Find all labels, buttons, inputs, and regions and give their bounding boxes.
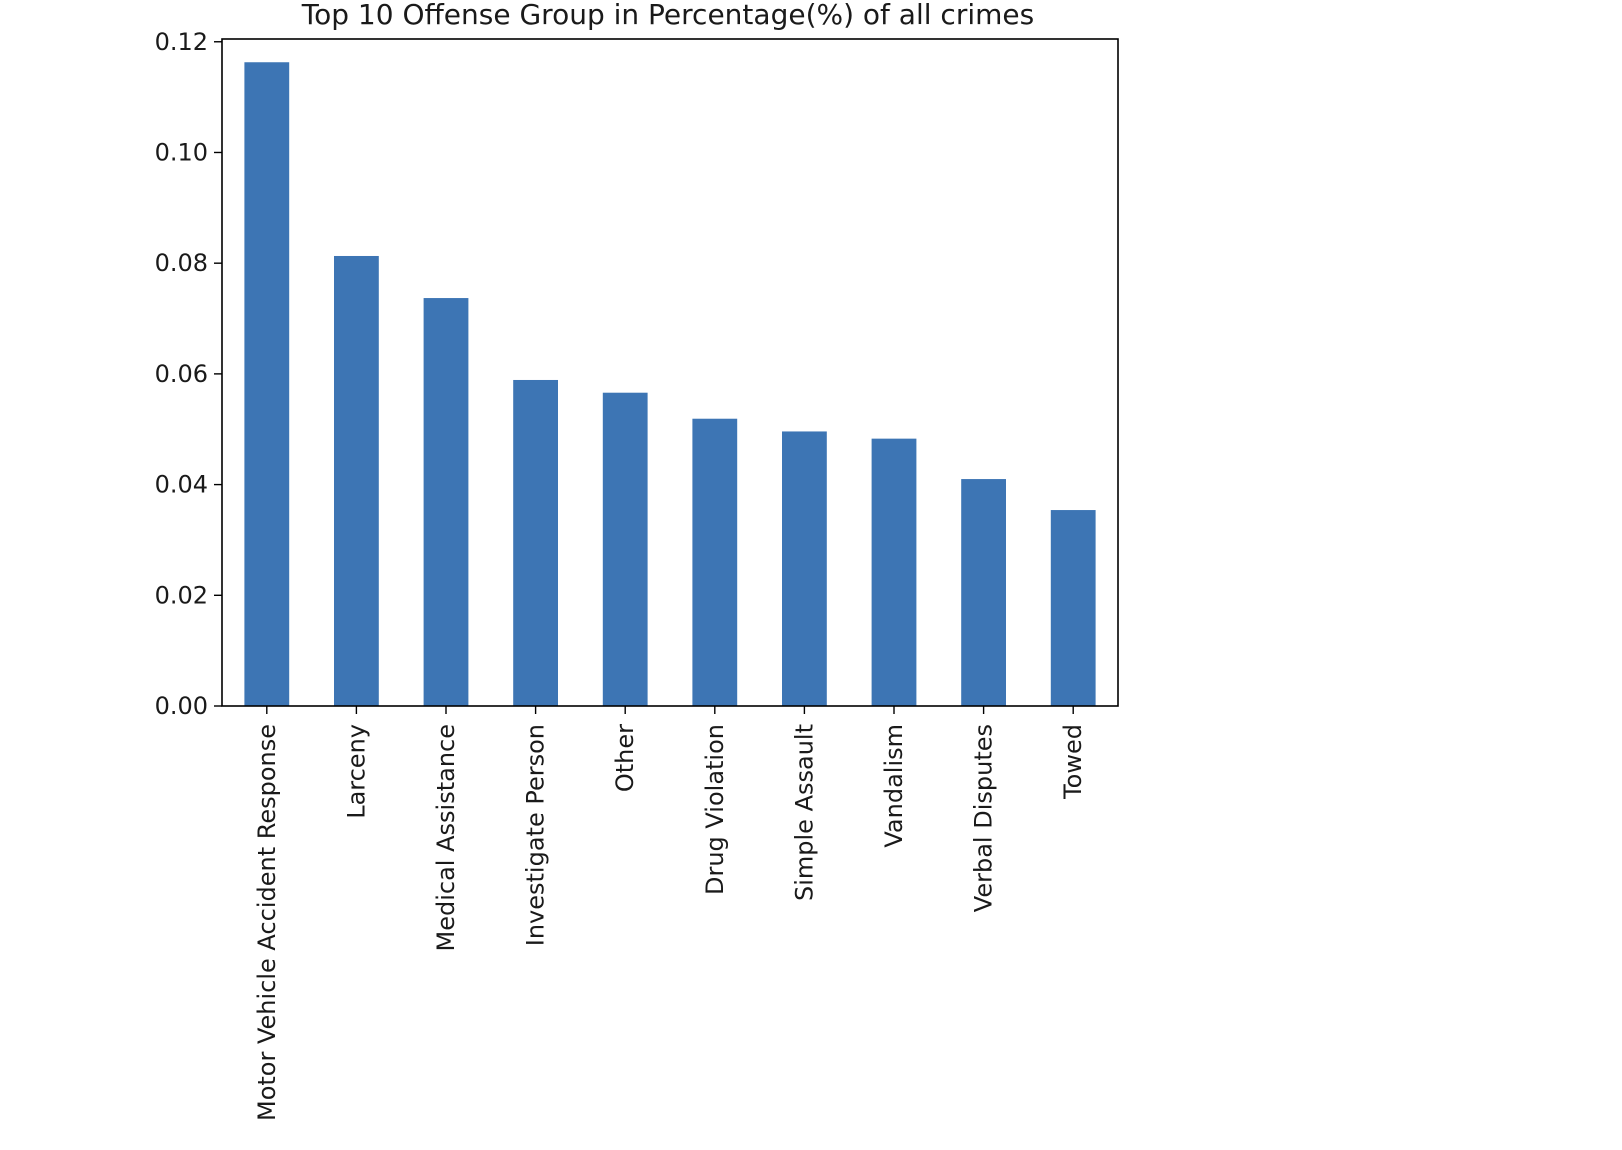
x-tick-label: Other <box>611 724 639 792</box>
x-tick-label: Motor Vehicle Accident Response <box>253 724 281 1121</box>
x-tick-label: Simple Assault <box>790 724 818 901</box>
bar <box>423 298 469 706</box>
bar <box>602 392 648 706</box>
y-tick-label: 0.02 <box>155 581 208 609</box>
y-tick-label: 0.06 <box>155 360 208 388</box>
chart-title: Top 10 Offense Group in Percentage(%) of… <box>301 0 1034 31</box>
x-tick-label: Vandalism <box>880 724 908 848</box>
bar <box>782 431 827 706</box>
x-tick-label: Drug Violation <box>701 724 729 895</box>
y-tick-label: 0.10 <box>155 138 208 166</box>
x-tick-label: Investigate Person <box>522 724 550 946</box>
x-tick-label: Towed <box>1059 724 1087 800</box>
bar <box>871 438 917 706</box>
bar <box>244 62 290 707</box>
y-tick-label: 0.00 <box>155 692 208 720</box>
y-axis: 0.00 0.02 0.04 0.06 0.08 0.10 0.12 <box>155 28 222 720</box>
plot-frame <box>221 38 1119 707</box>
y-tick-label: 0.12 <box>155 28 208 56</box>
x-tick-label: Medical Assistance <box>432 724 460 951</box>
x-axis: Motor Vehicle Accident Response Larceny Me… <box>253 706 1087 1121</box>
bars-group <box>244 62 1096 707</box>
bar <box>1050 510 1096 706</box>
y-tick-label: 0.04 <box>155 471 208 499</box>
bar <box>513 379 558 706</box>
x-tick-label: Verbal Disputes <box>970 724 998 912</box>
x-tick-label: Larceny <box>342 724 370 819</box>
bar <box>961 479 1006 706</box>
bar <box>334 255 379 706</box>
y-tick-label: 0.08 <box>155 249 208 277</box>
bar <box>692 418 738 706</box>
